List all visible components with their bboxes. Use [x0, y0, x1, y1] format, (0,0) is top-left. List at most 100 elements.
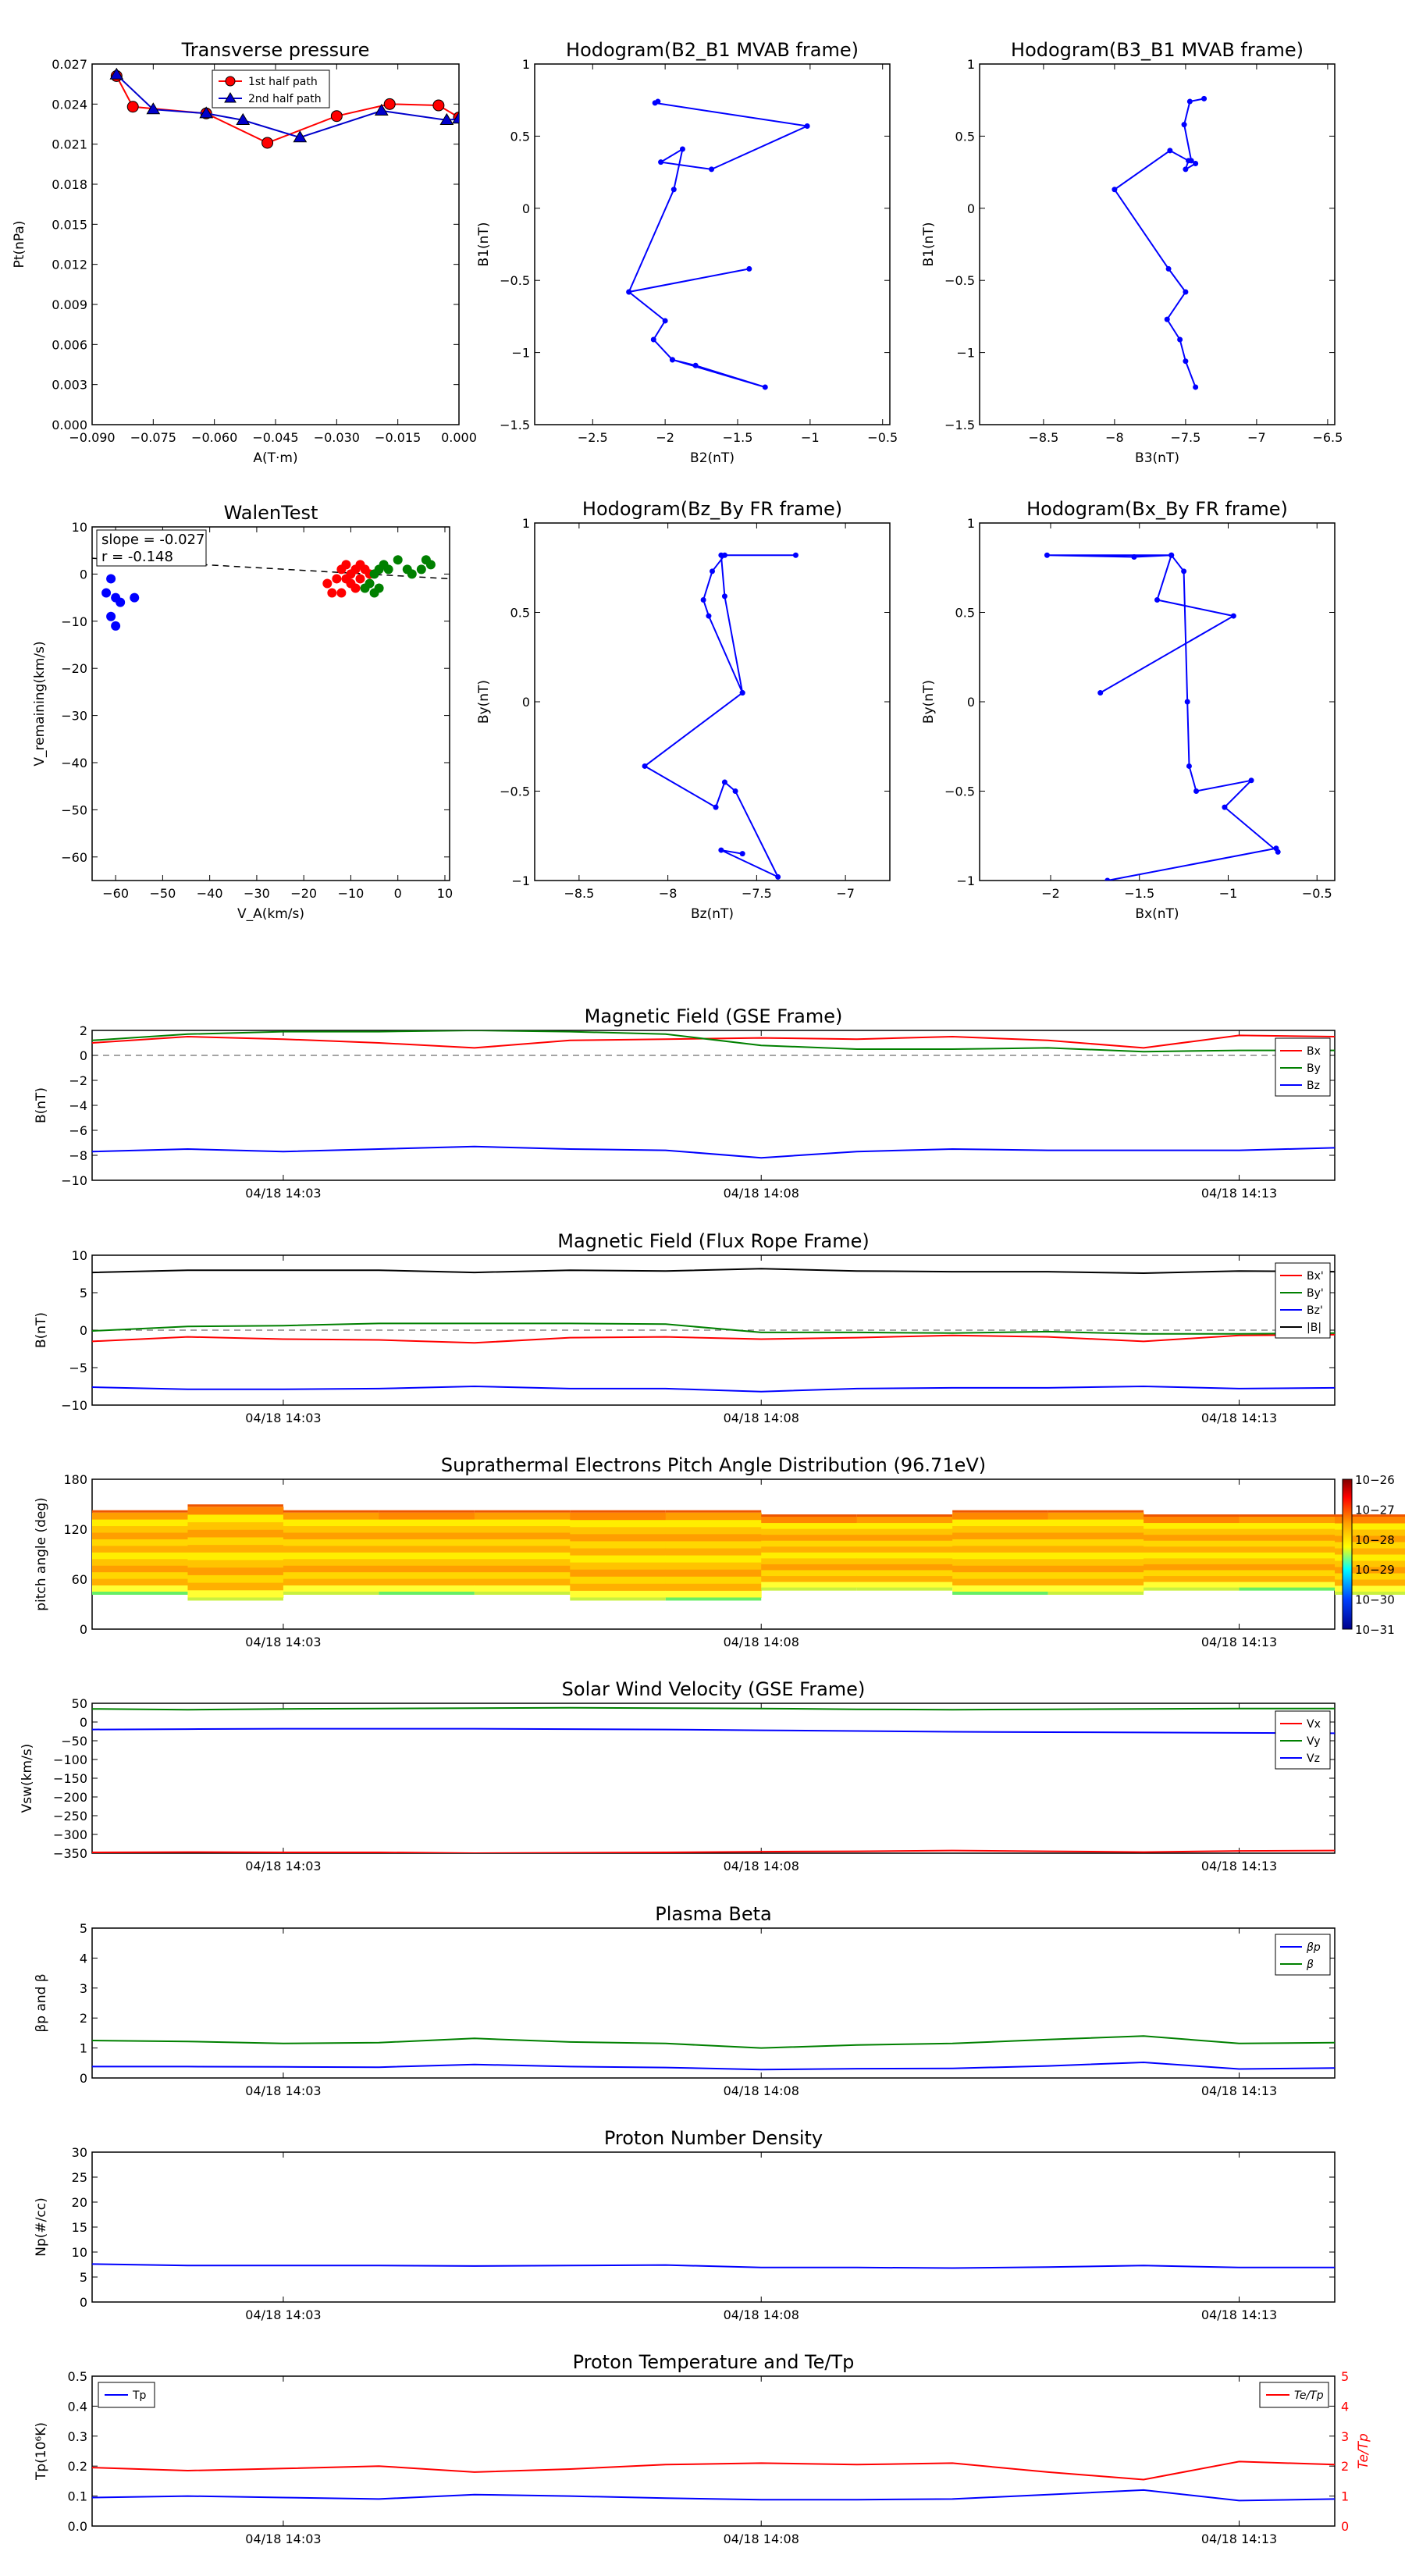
heatmap-cell: [474, 1571, 571, 1579]
y-tick-label: 0: [80, 1715, 87, 1730]
y-tick-label: −50: [61, 1734, 87, 1749]
heatmap-cell: [283, 1571, 379, 1579]
heatmap-cell: [665, 1526, 762, 1535]
heatmap-cell: [952, 1545, 1049, 1553]
plot-area: [92, 2460, 1335, 2502]
chart-title: Solar Wind Velocity (GSE Frame): [562, 1678, 866, 1700]
y-tick-label: −10: [61, 1173, 87, 1188]
heatmap-cell: [1144, 1517, 1240, 1524]
colorbar: 10−26 10−27 10−28 10−29 10−30 10−31: [1342, 1473, 1395, 1637]
x-tick-label: 04/18 14:03: [245, 2307, 321, 2322]
y-tick-label: 0: [80, 1622, 87, 1637]
legend: Bx' By' Bz' |B|: [1275, 1262, 1331, 1339]
series-line-p: [92, 2061, 1335, 2071]
data-point: [1222, 804, 1228, 810]
data-point: [1181, 568, 1187, 575]
heatmap-cell: [952, 1592, 1048, 1595]
series-line-B: [92, 1268, 1335, 1275]
y2-tick-label: 1: [1341, 2489, 1349, 2504]
x-tick-label: 04/18 14:03: [245, 1635, 321, 1649]
series-line: [627, 101, 810, 388]
series-line: [116, 73, 459, 139]
y-tick-label: 0.018: [52, 177, 87, 192]
x-tick-label: −1: [801, 430, 820, 445]
chart-title: Suprathermal Electrons Pitch Angle Distr…: [441, 1454, 986, 1476]
heatmap-cell: [1335, 1554, 1405, 1561]
y-axis-label: V_remaining(km/s): [32, 641, 48, 766]
series-line-Vz: [92, 1727, 1335, 1735]
heatmap-cell: [474, 1539, 571, 1546]
y-axis-label: pitch angle (deg): [34, 1497, 49, 1611]
data-point: [341, 560, 351, 570]
data-point: [709, 166, 715, 173]
heatmap-cell: [1144, 1528, 1240, 1535]
y-tick-label: −0.5: [500, 273, 530, 288]
heatmap-cell: [570, 1597, 666, 1601]
y-tick-label: 30: [72, 2145, 87, 2160]
plot-frame: [91, 2375, 1336, 2527]
y-tick-label: −0.5: [500, 785, 530, 799]
y-tick-label: 0: [522, 201, 530, 216]
heatmap-cell: [761, 1546, 858, 1553]
data-point: [679, 146, 685, 152]
data-point: [1183, 166, 1189, 173]
heatmap-cell: [1048, 1510, 1144, 1513]
y-tick-label: 0.003: [52, 378, 87, 393]
chart-hodo_b2b1: Hodogram(B2_B1 MVAB frame) −1.5 −1 −0.5 0 0.5…: [476, 39, 898, 466]
data-point: [327, 588, 337, 598]
y-tick-label: 0.5: [955, 129, 975, 144]
data-point: [130, 592, 140, 603]
y-tick-label: −20: [61, 661, 87, 676]
heatmap-cell: [474, 1585, 571, 1592]
data-point: [700, 596, 706, 603]
data-point: [355, 574, 365, 584]
y-tick-label: 5: [80, 1286, 87, 1300]
y-tick-label: 0: [80, 1048, 87, 1063]
series-line-Bx: [92, 1034, 1335, 1049]
plot-frame: [91, 1703, 1336, 1854]
heatmap-cell: [665, 1533, 762, 1542]
y-tick-label: 5: [80, 1921, 87, 1936]
heatmap-cell: [1048, 1571, 1144, 1579]
data-point: [650, 336, 656, 343]
chart-title: Hodogram(B3_B1 MVAB frame): [1011, 39, 1304, 61]
data-point: [322, 578, 333, 589]
series-line: [1113, 98, 1204, 388]
heatmap-cell: [570, 1533, 667, 1542]
plot-frame: [91, 1030, 1336, 1181]
y-tick-label: 0.006: [52, 337, 87, 352]
heatmap-cell: [283, 1510, 379, 1513]
legend-label: βp: [1306, 1941, 1321, 1954]
data-point: [1154, 596, 1160, 603]
data-point: [713, 804, 719, 810]
legend-label: Bx': [1307, 1270, 1324, 1283]
series-line: [643, 554, 796, 879]
x-tick-label: 04/18 14:13: [1201, 1186, 1277, 1201]
data-point: [336, 588, 347, 598]
y-tick-label: −6: [69, 1123, 87, 1138]
heatmap-cell: [856, 1575, 953, 1582]
data-point: [1193, 788, 1200, 794]
data-point: [365, 578, 375, 589]
y-tick-label: 1: [522, 516, 530, 531]
y-tick-label: 10: [72, 2245, 87, 2260]
legend-label: Vz: [1307, 1752, 1320, 1765]
data-point: [1186, 158, 1192, 164]
series-line-Tp: [92, 2489, 1335, 2502]
data-point: [432, 99, 445, 112]
data-point: [746, 265, 752, 272]
heatmap-cell: [474, 1512, 571, 1520]
y-tick-label: −5: [69, 1361, 87, 1375]
heatmap-cell: [187, 1504, 283, 1507]
heatmap-cell: [1048, 1558, 1144, 1566]
x-tick-label: −7: [1247, 430, 1266, 445]
heatmap-cell: [952, 1532, 1049, 1539]
data-point: [236, 112, 251, 125]
heatmap-cell: [1048, 1578, 1144, 1586]
heatmap-cell: [92, 1519, 188, 1527]
heatmap-cell: [1239, 1517, 1336, 1524]
y-tick-label: 180: [63, 1472, 87, 1487]
heatmap-cell: [570, 1590, 667, 1598]
y-tick-label: 1: [967, 516, 975, 531]
heatmap-cell: [1239, 1552, 1336, 1559]
